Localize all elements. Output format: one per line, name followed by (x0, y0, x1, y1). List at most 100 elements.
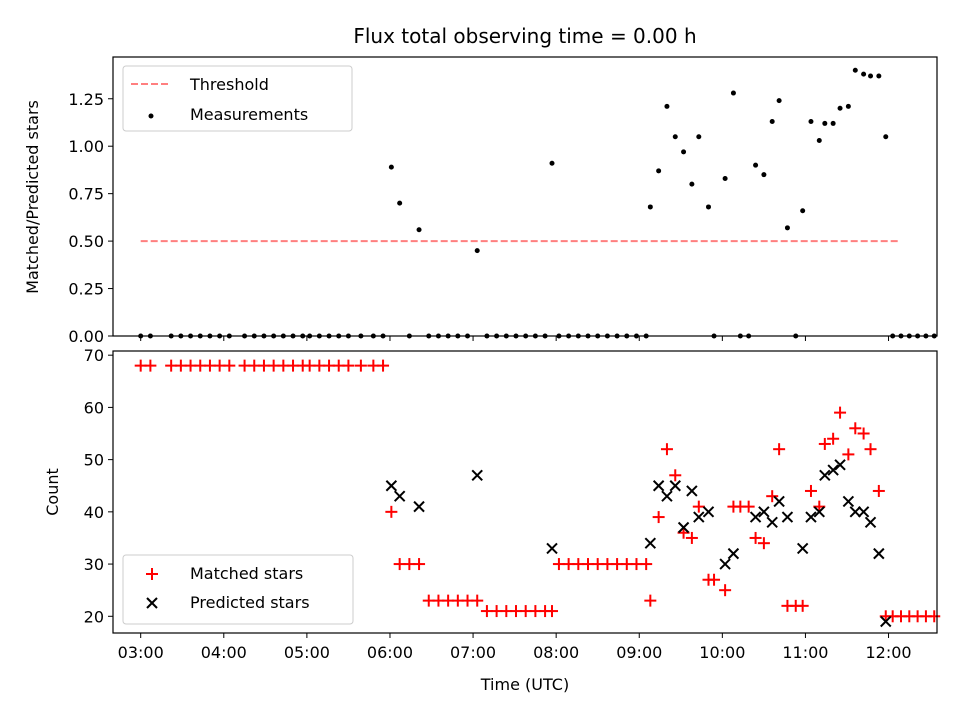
measurement-point (861, 71, 867, 77)
predicted-star-point (796, 542, 809, 555)
measurement-point (416, 227, 422, 233)
matched-star-point (834, 406, 847, 419)
measurement-point (776, 98, 782, 104)
matched-star-point (471, 594, 484, 607)
measurement-point (549, 160, 555, 166)
bottom-x-axis-label: Time (UTC) (480, 675, 569, 694)
predicted-star-point (393, 490, 406, 502)
predicted-star-point (702, 506, 715, 518)
bottom-x-tick-label: 04:00 (201, 643, 247, 662)
matched-star-point (804, 484, 817, 497)
bottom-data-marks (134, 359, 941, 628)
measurement-point (672, 134, 678, 140)
predicted-star-point (727, 547, 740, 560)
matched-star-point (692, 500, 705, 513)
bottom-x-tick-label: 09:00 (616, 643, 662, 662)
top-legend: Threshold Measurements (122, 65, 353, 132)
predicted-star-point (413, 500, 425, 513)
measurement-point (664, 103, 670, 109)
predicted-star-point (813, 506, 825, 518)
top-y-tick-label: 0.00 (68, 327, 104, 346)
top-y-tick-label: 0.25 (68, 280, 104, 299)
matched-star-point (842, 448, 855, 461)
predicted-star-point (766, 516, 778, 528)
matched-star-point (377, 359, 390, 372)
matched-star-point (669, 469, 682, 482)
bottom-y-tick-label: 70 (84, 346, 104, 365)
matched-star-point (354, 359, 367, 372)
predicted-star-point (834, 459, 846, 471)
predicted-star-point (749, 511, 762, 523)
matched-star-point (144, 359, 157, 372)
predicted-star-point (819, 469, 831, 481)
predicted-star-point (773, 495, 785, 508)
measurement-point (852, 67, 858, 73)
measurement-point (730, 90, 736, 96)
bottom-x-tick-label: 11:00 (782, 643, 828, 662)
bottom-x-tick-label: 06:00 (367, 643, 413, 662)
measurement-point (837, 105, 843, 111)
predicted-star-point (652, 480, 665, 492)
matched-star-point (742, 500, 755, 513)
measurement-point (808, 119, 814, 125)
matched-star-point (708, 573, 721, 586)
measurement-point (830, 120, 836, 126)
bottom-x-tick-label: 08:00 (533, 643, 579, 662)
bottom-axes-frame (112, 350, 938, 634)
measurement-point (761, 172, 767, 178)
measurement-point (876, 73, 882, 79)
matched-star-point (342, 359, 355, 372)
matched-star-point (413, 558, 426, 571)
matched-star-point (773, 443, 786, 456)
matched-star-point (928, 610, 941, 623)
bottom-axes: 20 30 40 50 60 70 03:00 04:00 05:00 06:00 07:00 08:… (84, 346, 912, 662)
predicted-star-point (880, 615, 892, 628)
top-y-tick-label: 0.50 (68, 232, 104, 251)
measurement-point (800, 208, 806, 214)
predicted-star-point (842, 495, 855, 508)
measurement-point (845, 103, 851, 109)
predicted-star-point (471, 469, 483, 481)
matched-star-point (223, 359, 236, 372)
bottom-x-tick-label: 12:00 (865, 643, 911, 662)
bottom-x-tick-label: 07:00 (450, 643, 496, 662)
matched-star-point (749, 531, 762, 544)
matched-star-point (652, 511, 665, 524)
matched-star-point (857, 427, 870, 440)
measurement-point (705, 204, 711, 210)
matched-star-point (660, 443, 673, 456)
legend-matched-plus-icon (146, 568, 158, 580)
legend-measurements-label: Measurements (190, 105, 308, 124)
measurement-point (681, 149, 687, 155)
bottom-legend: Matched stars Predicted stars (122, 554, 354, 625)
bottom-y-tick-label: 60 (84, 398, 104, 417)
top-y-axis-label: Matched/Predicted stars (23, 100, 42, 294)
top-y-tick-label: 1.00 (68, 137, 104, 156)
predicted-star-point (644, 537, 657, 549)
matched-star-point (385, 505, 398, 518)
measurement-point (753, 162, 759, 168)
matched-star-point (546, 605, 559, 618)
predicted-star-point (686, 485, 698, 497)
measurement-point (883, 134, 889, 140)
matched-star-point (685, 531, 698, 544)
top-axes-frame (112, 56, 938, 337)
measurement-point (822, 120, 828, 126)
matched-star-point (644, 594, 657, 607)
measurement-point (868, 73, 874, 79)
predicted-star-point (864, 516, 877, 528)
matched-star-point (719, 584, 732, 597)
matched-star-point (818, 437, 831, 450)
predicted-star-point (781, 511, 794, 523)
measurement-point (696, 134, 702, 140)
bottom-x-tick-label: 03:00 (118, 643, 164, 662)
predicted-star-point (849, 506, 861, 518)
measurement-point (722, 175, 728, 181)
matched-star-point (827, 432, 840, 445)
top-chart-title: Flux total observing time = 0.00 h (353, 24, 696, 48)
legend-measurements-dot-icon (148, 113, 154, 119)
predicted-star-point (805, 511, 817, 523)
bottom-y-axis-label: Count (43, 468, 62, 516)
predicted-star-point (669, 480, 681, 492)
